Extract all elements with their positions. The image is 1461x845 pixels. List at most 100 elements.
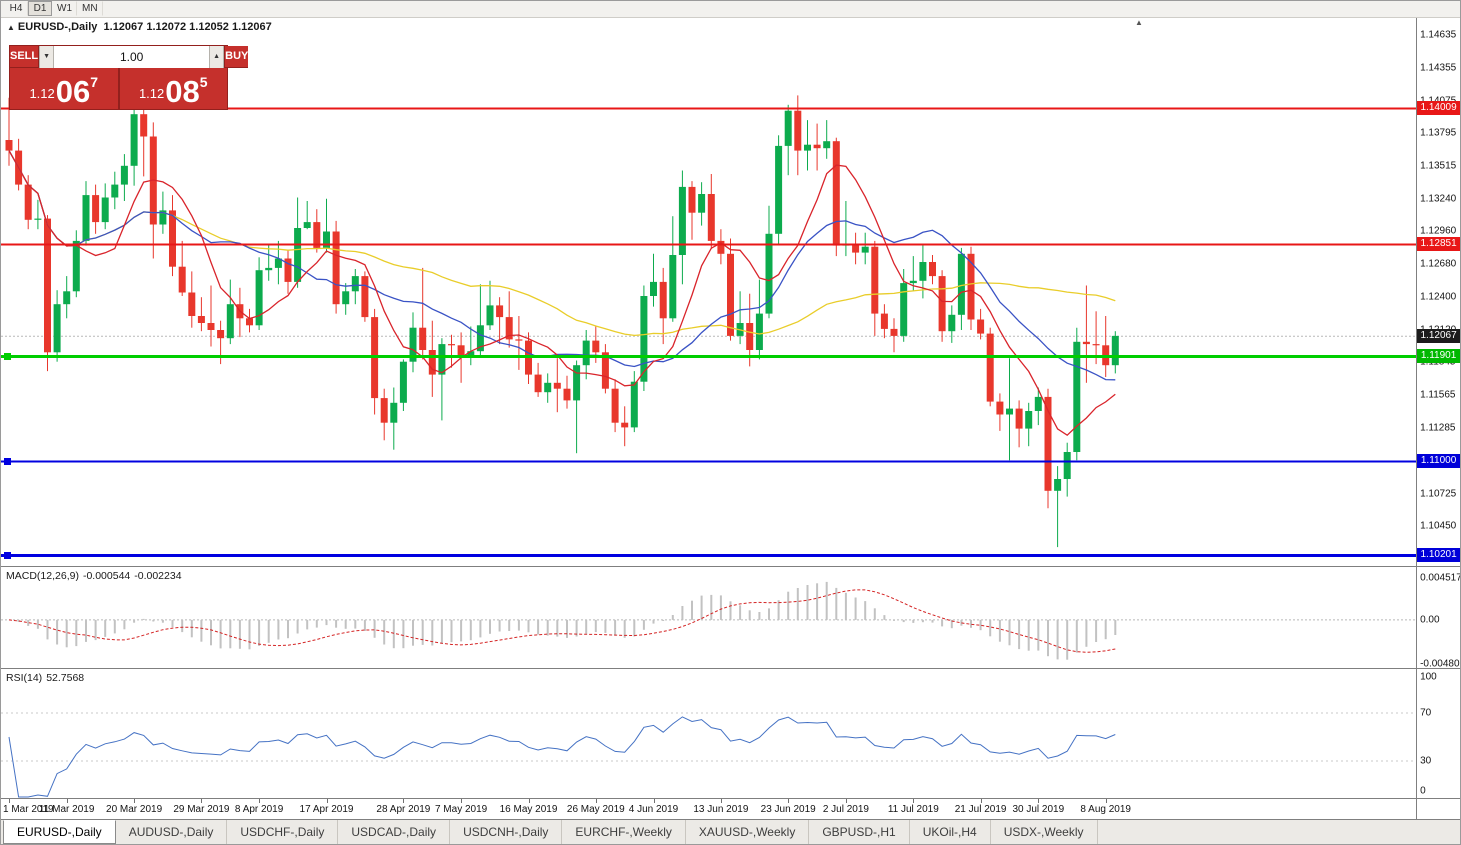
- symbol-tab-usdchf-daily[interactable]: USDCHF-,Daily: [227, 820, 339, 844]
- date-label: 13 Jun 2019: [693, 804, 749, 816]
- one-click-collapse-icon[interactable]: ▲: [7, 22, 15, 32]
- price-level-tag: 1.11000: [1417, 454, 1460, 469]
- chart-shift-marker-icon[interactable]: ▲: [1135, 17, 1143, 27]
- time-axis-tick: [720, 799, 722, 804]
- date-label: 16 May 2019: [499, 804, 558, 816]
- price-axis-label: 1.12400: [1420, 291, 1457, 303]
- price-axis-label: 1.13515: [1420, 160, 1457, 172]
- timeframe-button-d1[interactable]: D1: [28, 1, 52, 17]
- date-label: 2 Jul 2019: [822, 804, 869, 816]
- price-level-tag: 1.10201: [1417, 548, 1460, 563]
- main-chart[interactable]: ▲ EURUSD-,Daily 1.12067 1.12072 1.12052 1…: [1, 17, 1417, 566]
- time-axis-tick: [259, 799, 261, 804]
- symbol-tab-xauusd-weekly[interactable]: XAUUSD-,Weekly: [686, 820, 810, 844]
- rsi-pane[interactable]: RSI(14) 52.7568: [1, 669, 1417, 799]
- ask-big-digits: 08: [165, 73, 200, 109]
- date-label: 26 May 2019: [566, 804, 625, 816]
- macd-pane[interactable]: MACD(12,26,9) -0.000544 -0.002234: [1, 566, 1417, 669]
- symbol-tab-usdcnh-daily[interactable]: USDCNH-,Daily: [450, 820, 563, 844]
- time-axis-tick: [980, 799, 982, 804]
- date-label: 4 Jun 2019: [628, 804, 679, 816]
- symbol-tab-usdx-weekly[interactable]: USDX-,Weekly: [991, 820, 1098, 844]
- bid-big-digits: 06: [55, 73, 91, 109]
- time-axis-corner: [1416, 799, 1460, 820]
- macd-label: MACD(12,26,9) -0.000544 -0.002234: [6, 569, 182, 582]
- bid-price[interactable]: 1.12 06 7: [10, 67, 120, 109]
- price-axis-label: 1.13240: [1420, 193, 1457, 205]
- rsi-chart: [1, 712, 1417, 798]
- symbol-tab-usdcad-daily[interactable]: USDCAD-,Daily: [338, 820, 451, 844]
- time-axis-tick: [1038, 799, 1040, 804]
- symbol-tab-audusd-daily[interactable]: AUDUSD-,Daily: [116, 820, 228, 844]
- buy-button[interactable]: BUY: [224, 45, 249, 68]
- ask-pip-digit: 5: [199, 73, 208, 90]
- date-label: 21 Jul 2019: [954, 804, 1007, 816]
- macd-value: -0.000544: [82, 569, 131, 582]
- price-axis-label: 1.12960: [1420, 225, 1457, 237]
- rsi-value: 52.7568: [46, 672, 85, 685]
- timeframe-button-mn[interactable]: MN: [77, 1, 103, 17]
- macd-axis-label: -0.004806: [1420, 658, 1460, 669]
- symbol-tab-gbpusd-h1[interactable]: GBPUSD-,H1: [809, 820, 910, 844]
- price-level-tag: 1.12851: [1417, 237, 1460, 252]
- timeframe-button-w1[interactable]: W1: [52, 1, 77, 17]
- volume-increase-button[interactable]: ▲: [209, 45, 225, 68]
- time-axis-tick: [595, 799, 597, 804]
- rsi-axis-label: 30: [1420, 755, 1432, 767]
- time-axis-tick: [326, 799, 328, 804]
- macd-chart: [1, 581, 1417, 660]
- rsi-axis-label: 0: [1420, 785, 1426, 797]
- symbol-tab-bar: EURUSD-,Daily AUDUSD-,Daily USDCHF-,Daily U…: [1, 819, 1460, 844]
- rsi-label: RSI(14) 52.7568: [6, 672, 85, 685]
- price-axis-label: 1.14635: [1420, 29, 1457, 41]
- price-level-tag: 1.12067: [1417, 329, 1460, 344]
- symbol-tab-ukoil-h4[interactable]: UKOil-,H4: [910, 820, 991, 844]
- macd-axis-label: 0.004517: [1420, 572, 1460, 584]
- bid-pip-digit: 7: [90, 73, 99, 90]
- ask-prefix: 1.12: [138, 85, 165, 101]
- date-label: 8 Aug 2019: [1080, 804, 1131, 816]
- time-axis-tick: [653, 799, 655, 804]
- time-axis-tick: [528, 799, 530, 804]
- volume-input[interactable]: [54, 45, 210, 68]
- volume-decrease-button[interactable]: ▼: [39, 45, 55, 68]
- time-axis[interactable]: 1 Mar 2019 11 Mar 2019 20 Mar 2019 29 Mar 2…: [1, 799, 1417, 820]
- date-label: 1 Mar 2019: [3, 804, 54, 816]
- chart-ohlc-values: 1.12067 1.12072 1.12052 1.12067: [103, 20, 272, 33]
- chart-symbol-period: EURUSD-,Daily: [17, 20, 98, 33]
- chart-title: ▲ EURUSD-,Daily 1.12067 1.12072 1.12052 1…: [7, 21, 272, 33]
- date-label: 8 Apr 2019: [234, 804, 284, 816]
- macd-signal-value: -0.002234: [134, 569, 182, 582]
- price-axis-label: 1.12680: [1420, 258, 1457, 270]
- price-axis-label: 1.14355: [1420, 62, 1457, 74]
- timeframe-button-h4[interactable]: H4: [4, 1, 28, 17]
- price-axis[interactable]: 1.14635 1.14355 1.14075 1.13795 1.13515 1.132…: [1416, 17, 1460, 566]
- symbol-tab-eurusd-daily[interactable]: EURUSD-,Daily: [3, 820, 116, 844]
- time-axis-tick: [66, 799, 68, 804]
- rsi-axis: 100 70 30 0: [1416, 669, 1460, 799]
- price-level-tag: 1.14009: [1417, 101, 1460, 116]
- price-axis-label: 1.13795: [1420, 127, 1457, 139]
- symbol-tab-eurchf-weekly[interactable]: EURCHF-,Weekly: [562, 820, 686, 844]
- ask-price[interactable]: 1.12 08 5: [120, 68, 228, 109]
- time-axis-tick: [134, 799, 136, 804]
- date-label: 29 Mar 2019: [173, 804, 230, 816]
- time-axis-tick: [9, 799, 10, 804]
- date-label: 28 Apr 2019: [376, 804, 431, 816]
- price-axis-label: 1.10450: [1420, 520, 1457, 532]
- price-level-tag: 1.11901: [1417, 348, 1460, 363]
- price-axis-label: 1.14075: [1420, 95, 1456, 106]
- price-axis-label: 1.11285: [1420, 422, 1456, 434]
- candlestick-chart[interactable]: [1, 18, 1417, 566]
- rsi-axis-label: 70: [1420, 707, 1432, 719]
- time-axis-tick: [1105, 799, 1107, 804]
- date-label: 7 May 2019: [434, 804, 488, 816]
- date-label: 11 Mar 2019: [38, 804, 95, 816]
- volume-field: ▼ ▲: [39, 45, 225, 68]
- time-axis-tick: [461, 799, 463, 804]
- sell-button[interactable]: SELL: [10, 45, 40, 68]
- time-axis-tick: [403, 799, 405, 804]
- date-label: 23 Jun 2019: [760, 804, 816, 816]
- time-axis-tick: [913, 799, 915, 804]
